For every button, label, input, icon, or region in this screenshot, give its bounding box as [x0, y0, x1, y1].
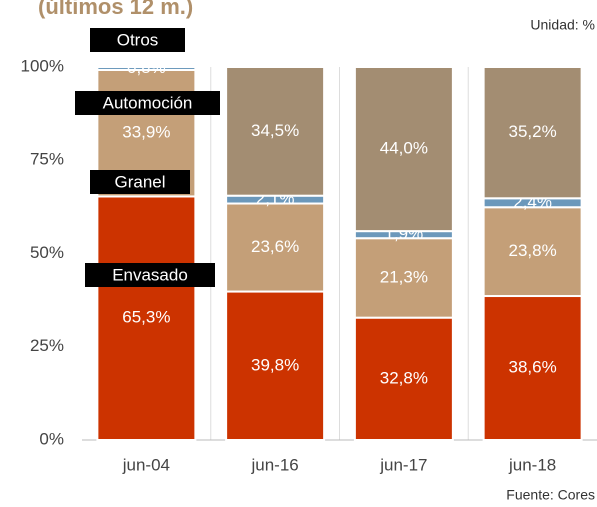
bar-segment	[225, 202, 326, 293]
value-label: 65,3%	[122, 308, 170, 327]
bar-segment	[353, 66, 454, 233]
value-label: 32,8%	[380, 368, 428, 387]
x-tick-label: jun-04	[122, 455, 170, 474]
bar-segment	[96, 66, 197, 71]
value-label: 35,2%	[509, 122, 557, 141]
bar-segment	[225, 66, 326, 197]
value-label: 44,0%	[380, 139, 428, 158]
x-tick-label: jun-16	[250, 455, 298, 474]
series-label: Automoción	[103, 93, 193, 112]
series-label: Envasado	[112, 265, 188, 284]
source-note: Fuente: Cores	[506, 487, 595, 503]
series-label-box	[85, 263, 215, 287]
y-tick-label: 0%	[39, 429, 64, 448]
value-label: 33,9%	[122, 123, 170, 142]
unit-note: Unidad: %	[530, 17, 595, 33]
series-label: Otros	[117, 30, 159, 49]
bar-segment	[482, 206, 583, 298]
x-tick-label: jun-18	[508, 455, 556, 474]
bar-segment	[353, 316, 454, 442]
bar-segment	[482, 295, 583, 441]
bar-segment	[96, 195, 197, 441]
value-label: 39,8%	[251, 355, 299, 374]
bar-segment	[225, 290, 326, 441]
series-label-box	[75, 91, 220, 115]
value-label: 23,8%	[509, 241, 557, 260]
y-tick-label: 100%	[21, 56, 64, 75]
bar-segment	[482, 66, 583, 200]
y-tick-label: 50%	[30, 243, 64, 262]
value-label: 21,3%	[380, 267, 428, 286]
value-label: 34,5%	[251, 121, 299, 140]
x-tick-label: jun-17	[379, 455, 427, 474]
value-label: 0,8%	[127, 58, 166, 77]
value-label: 23,6%	[251, 237, 299, 256]
series-label-box	[90, 170, 190, 194]
chart-title: (últimos 12 m.)	[38, 0, 193, 19]
series-label: Granel	[114, 172, 165, 191]
y-tick-label: 25%	[30, 336, 64, 355]
value-label: 38,6%	[509, 357, 557, 376]
y-tick-label: 75%	[30, 150, 64, 169]
series-label-box	[90, 28, 185, 52]
